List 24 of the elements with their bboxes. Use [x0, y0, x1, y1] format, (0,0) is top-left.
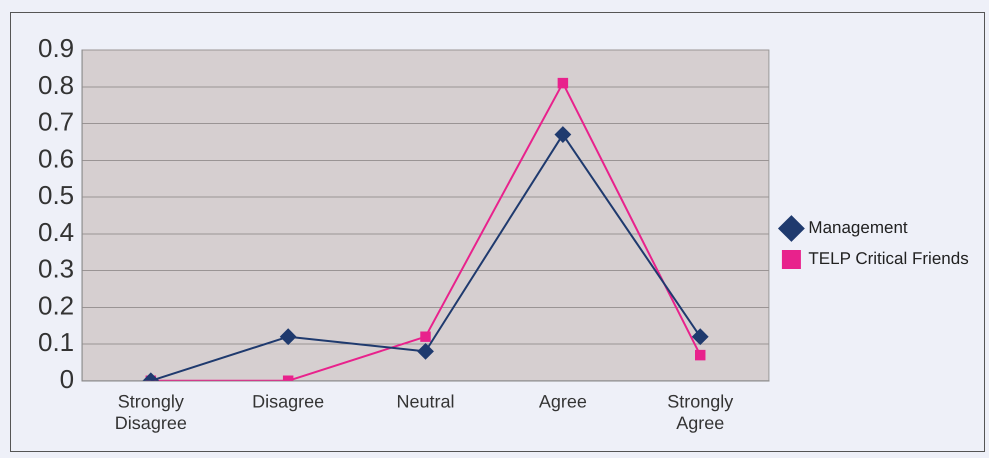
- y-tick-label: 0.1: [38, 327, 74, 358]
- point: [692, 328, 708, 345]
- point: [558, 78, 568, 88]
- y-tick-label: 0: [60, 364, 74, 394]
- y-tick-label: 0.7: [38, 106, 74, 137]
- point: [554, 126, 571, 143]
- x-tick-label: Agree: [538, 392, 587, 412]
- point: [694, 350, 706, 360]
- y-tick-label: 0.8: [38, 70, 74, 100]
- y-tick-label: 0.6: [38, 143, 74, 174]
- point: [420, 331, 431, 342]
- y-tick-label: 0.3: [38, 254, 74, 284]
- point: [418, 343, 434, 360]
- x-tick-label: Neutral: [396, 392, 455, 412]
- x-tick-label: Disagree: [252, 392, 324, 412]
- x-tick-label: Strongly Disagree: [114, 392, 187, 434]
- y-tick-label: 0.9: [38, 33, 74, 64]
- y-tick-label: 0.2: [38, 290, 74, 320]
- y-tick-label: 0.5: [38, 180, 74, 210]
- y-tick-label: 0.4: [38, 216, 74, 247]
- point: [280, 328, 296, 345]
- legend-label: TELP Critical Friends: [808, 249, 969, 268]
- legend-label: Management: [808, 218, 908, 238]
- x-tick-label: Strongly Agree: [667, 392, 734, 434]
